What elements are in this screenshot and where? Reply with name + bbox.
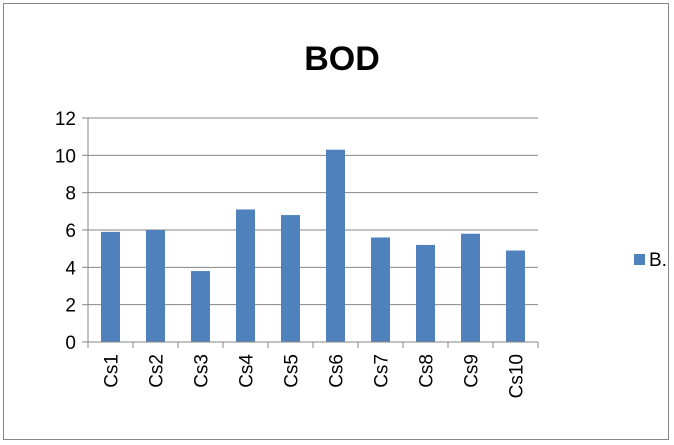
bar-cs9 [461,233,480,342]
y-tick-label: 6 [65,221,76,242]
bar-cs6 [326,149,345,342]
bars [101,149,525,342]
x-tick-label: Cs9 [462,354,483,388]
bar-cs7 [371,237,390,342]
legend-label: B. [649,250,667,271]
y-tick-label: 4 [65,258,76,279]
x-tick-label: Cs1 [102,354,123,388]
y-tick-label: 12 [55,109,76,130]
x-tick-label: Cs10 [507,354,528,398]
bar-cs4 [236,209,255,342]
bar-cs10 [506,250,525,342]
legend-swatch [634,254,645,265]
x-tick-label: Cs4 [237,354,258,388]
bar-cs1 [101,231,120,342]
x-tick-label: Cs8 [417,354,438,388]
bar-cs3 [191,271,210,342]
bar-cs5 [281,215,300,342]
y-tick-label: 0 [65,333,76,354]
y-tick-label: 2 [65,296,76,317]
bar-cs2 [146,230,165,342]
x-tick-label: Cs6 [327,354,348,388]
x-tick-label: Cs3 [192,354,213,388]
bar-cs8 [416,244,435,342]
y-tick-label: 8 [65,184,76,205]
axes: 0 2 4 6 8 10 12 Cs1 Cs2 Cs3 Cs4 Cs5 Cs6 Cs7 Cs8 Cs9 Cs10 [55,109,539,398]
x-tick-label: Cs2 [147,354,168,388]
y-tick-label: 10 [55,146,76,167]
x-tick-label: Cs5 [282,354,303,388]
chart-title: BOD [304,40,380,78]
legend: B. [634,250,667,271]
x-tick-label: Cs7 [372,354,393,388]
